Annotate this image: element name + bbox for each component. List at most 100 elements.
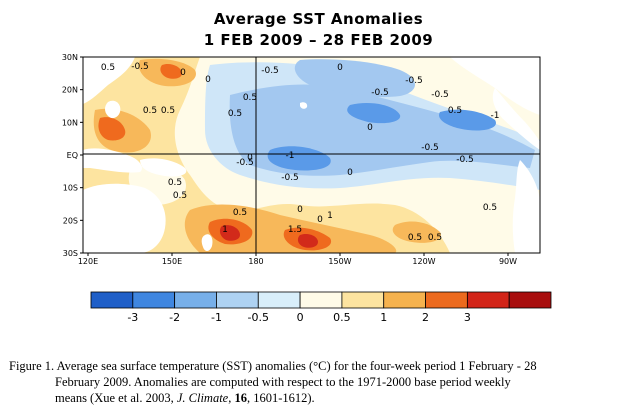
very-hot-region bbox=[219, 225, 240, 241]
contour-label: -0.5 bbox=[421, 143, 439, 153]
very-hot-region bbox=[297, 233, 318, 248]
colorbar-label: -1 bbox=[211, 311, 222, 324]
colorbar-label: -0.5 bbox=[248, 311, 269, 324]
figure-caption: Figure 1. Average sea surface temperatur… bbox=[9, 358, 631, 406]
contour-label: -1 bbox=[491, 111, 500, 121]
lon-label: 120W bbox=[412, 257, 435, 266]
contour-label: 0 bbox=[337, 63, 343, 73]
colorbar-label: -2 bbox=[169, 311, 180, 324]
contour-labels: 0.5 -0.500.5-0.5 0-0.50.5 0.500.5 -1-0.5 -0.5… bbox=[101, 62, 500, 243]
caption-text: means (Xue et al. 2003, bbox=[55, 391, 177, 405]
contour-label: -0.5 bbox=[405, 76, 423, 86]
contour-label: 0.5 bbox=[448, 106, 462, 116]
lat-label: 20N bbox=[62, 86, 78, 95]
contour-label: -0.5 bbox=[261, 66, 279, 76]
contour-label: 0 bbox=[317, 215, 323, 225]
cold-region bbox=[347, 103, 401, 124]
contour-label: -0.5 bbox=[281, 173, 299, 183]
contour-label: 0.5 bbox=[428, 233, 442, 243]
contour-label: -0.5 bbox=[456, 155, 474, 165]
contour-label: 0 bbox=[367, 123, 373, 133]
contour-label: 0.5 bbox=[168, 178, 182, 188]
contour-label: 0 bbox=[247, 153, 253, 163]
hot-region bbox=[160, 63, 183, 79]
colorbar: -3 -2 -1 -0.5 0 0.5 1 2 3 bbox=[90, 291, 552, 324]
contour-label: 1.5 bbox=[288, 225, 302, 235]
contour-label: 1 bbox=[222, 225, 228, 235]
lon-label: 150E bbox=[162, 257, 182, 266]
colorbar-swatch bbox=[90, 291, 134, 309]
colorbar-label: 0.5 bbox=[333, 311, 351, 324]
lon-label: 150W bbox=[328, 257, 351, 266]
contour-label: 0 bbox=[205, 75, 211, 85]
lat-label: 20S bbox=[63, 216, 78, 225]
contour-label: 0.5 bbox=[173, 191, 187, 201]
colorbar-swatch bbox=[425, 291, 468, 309]
land-australia bbox=[83, 183, 166, 253]
latitude-axis: 30N 20N 10N EQ 10S 20S 30S bbox=[62, 53, 83, 258]
map-date-range: 1 FEB 2009 – 28 FEB 2009 bbox=[203, 31, 434, 49]
cold-region bbox=[439, 109, 496, 131]
lat-label: EQ bbox=[67, 151, 78, 160]
land-north-america bbox=[450, 57, 540, 115]
warm-region bbox=[392, 221, 441, 243]
colorbar-label: 0 bbox=[297, 311, 304, 324]
colorbar-swatch bbox=[341, 291, 385, 309]
contour-label: 0.5 bbox=[233, 208, 247, 218]
contour-label: 0 bbox=[180, 68, 186, 78]
lat-label: 10N bbox=[62, 118, 78, 127]
caption-line-3: means (Xue et al. 2003, J. Climate, 16, … bbox=[9, 390, 631, 406]
cold-region bbox=[267, 146, 331, 171]
contour-label: 0.5 bbox=[228, 109, 242, 119]
land-philippines bbox=[105, 100, 121, 119]
lon-label: 180 bbox=[248, 257, 263, 266]
colorbar-swatch bbox=[257, 291, 301, 309]
caption-text: , bbox=[228, 391, 235, 405]
lon-label: 90W bbox=[499, 257, 517, 266]
colorbar-swatch bbox=[132, 291, 176, 309]
caption-text: , 1601-1612). bbox=[246, 391, 315, 405]
colorbar-label: -3 bbox=[127, 311, 138, 324]
cool-region bbox=[294, 59, 415, 98]
contour-label: 1 bbox=[327, 211, 333, 221]
land-south-america bbox=[512, 160, 540, 253]
contour-label: 0.5 bbox=[143, 106, 157, 116]
caption-journal: J. Climate bbox=[176, 391, 229, 405]
colorbar-label: 2 bbox=[422, 311, 429, 324]
lon-label: 120E bbox=[78, 257, 98, 266]
land-central-america bbox=[492, 88, 540, 150]
caption-volume: 16 bbox=[234, 391, 247, 405]
colorbar-swatch bbox=[466, 291, 510, 309]
colorbar-swatch bbox=[174, 291, 217, 309]
contour-label: 0.5 bbox=[243, 93, 257, 103]
colorbar-swatch bbox=[216, 291, 259, 309]
contour-label: 0.5 bbox=[101, 63, 115, 73]
contour-label: 0.5 bbox=[161, 106, 175, 116]
colorbar-swatch bbox=[299, 291, 343, 309]
colorbar-swatch bbox=[383, 291, 426, 309]
contour-label: -0.5 bbox=[131, 62, 149, 72]
contour-label: 0.5 bbox=[408, 233, 422, 243]
contour-label: 0.5 bbox=[483, 203, 497, 213]
contour-label: -0.5 bbox=[431, 90, 449, 100]
sst-anomaly-map: 0.5 -0.500.5-0.5 0-0.50.5 0.500.5 -1-0.5 -0.5… bbox=[62, 53, 552, 324]
hot-region bbox=[98, 117, 126, 141]
contour-label: 0 bbox=[297, 205, 303, 215]
lat-label: 10S bbox=[63, 184, 78, 193]
land-asia bbox=[83, 57, 135, 104]
longitude-axis: 120E 150E 180 150W 120W 90W bbox=[78, 253, 517, 266]
contour-label: -1 bbox=[286, 151, 295, 161]
land-new-zealand bbox=[201, 234, 213, 252]
colorbar-label: 1 bbox=[380, 311, 387, 324]
caption-line-2: February 2009. Anomalies are computed wi… bbox=[55, 375, 511, 389]
colorbar-label: 3 bbox=[464, 311, 471, 324]
land-new-guinea bbox=[140, 158, 187, 177]
caption-line-1: Figure 1. Average sea surface temperatur… bbox=[9, 359, 537, 373]
lat-label: 30N bbox=[62, 53, 78, 62]
colorbar-swatch bbox=[508, 291, 552, 309]
lat-label: 30S bbox=[63, 249, 78, 258]
contour-label: -0.5 bbox=[236, 158, 254, 168]
map-plot-area: 0.5 -0.500.5-0.5 0-0.50.5 0.500.5 -1-0.5 -0.5… bbox=[83, 57, 540, 253]
map-title: Average SST Anomalies bbox=[213, 10, 424, 28]
land-hawaii bbox=[300, 102, 308, 109]
